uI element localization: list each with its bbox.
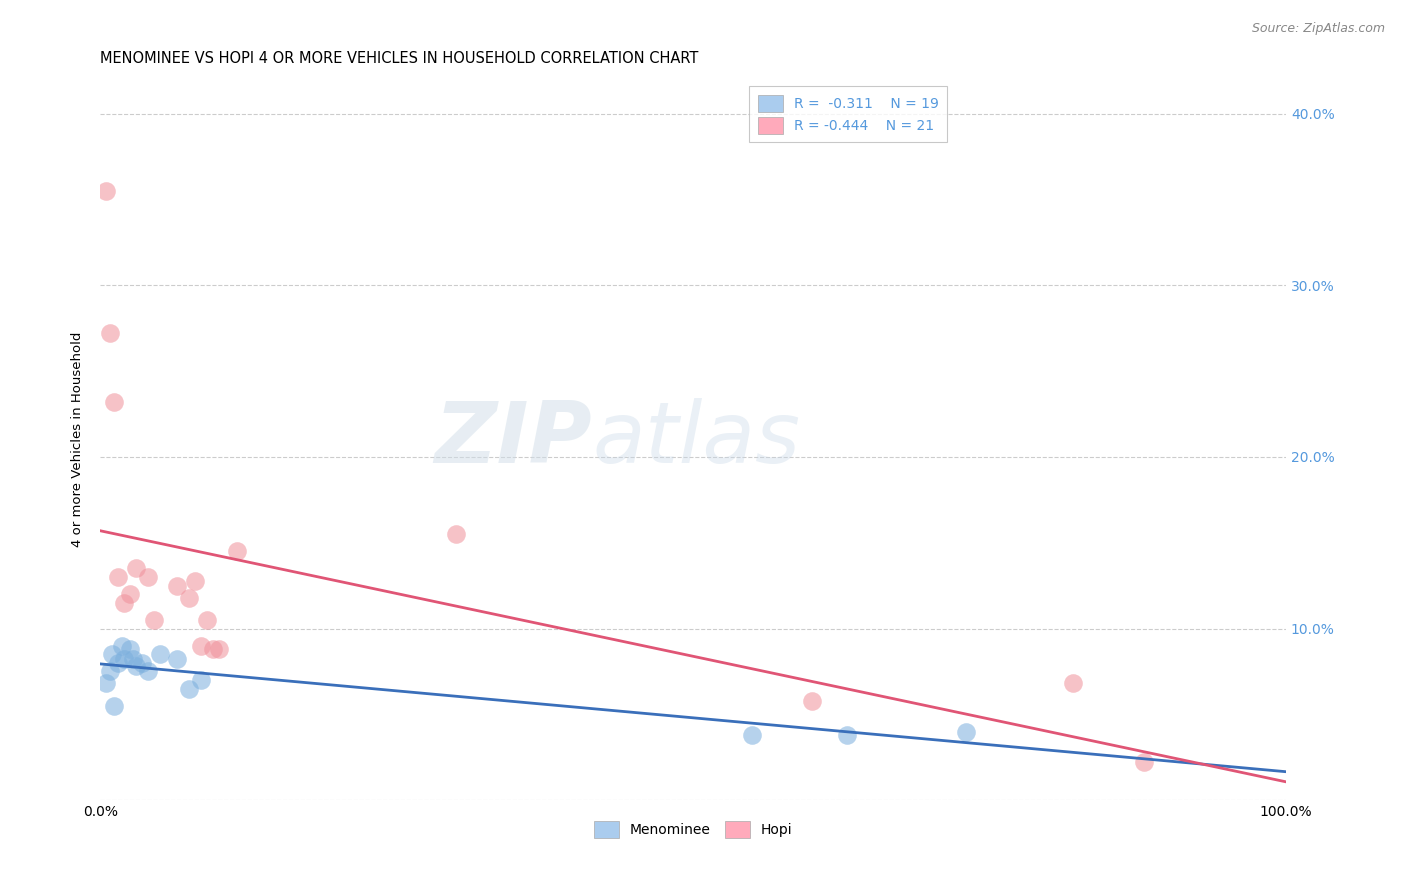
Point: [142, 613, 165, 627]
Point: [98, 665, 121, 679]
Point: [98, 326, 121, 341]
Point: [800, 693, 823, 707]
Point: [184, 574, 207, 588]
Point: [190, 639, 212, 653]
Point: [110, 639, 132, 653]
Point: [955, 724, 977, 739]
Point: [125, 561, 148, 575]
Point: [201, 642, 224, 657]
Point: [118, 642, 141, 657]
Point: [195, 613, 218, 627]
Point: [112, 596, 135, 610]
Point: [190, 673, 212, 687]
Point: [131, 656, 153, 670]
Point: [107, 570, 129, 584]
Point: [444, 527, 467, 541]
Point: [103, 698, 125, 713]
Point: [225, 544, 247, 558]
Point: [136, 665, 159, 679]
Point: [136, 570, 159, 584]
Legend: Menominee, Hopi: Menominee, Hopi: [588, 815, 799, 844]
Point: [837, 728, 859, 742]
Point: [94, 676, 117, 690]
Point: [208, 642, 231, 657]
Point: [148, 648, 170, 662]
Point: [118, 587, 141, 601]
Text: MENOMINEE VS HOPI 4 OR MORE VEHICLES IN HOUSEHOLD CORRELATION CHART: MENOMINEE VS HOPI 4 OR MORE VEHICLES IN …: [100, 51, 699, 66]
Text: ZIP: ZIP: [434, 398, 592, 482]
Point: [1062, 676, 1084, 690]
Y-axis label: 4 or more Vehicles in Household: 4 or more Vehicles in Household: [72, 332, 84, 548]
Point: [166, 579, 188, 593]
Point: [103, 395, 125, 409]
Point: [122, 652, 145, 666]
Point: [125, 659, 148, 673]
Point: [107, 656, 129, 670]
Point: [101, 648, 124, 662]
Text: Source: ZipAtlas.com: Source: ZipAtlas.com: [1251, 22, 1385, 36]
Point: [179, 681, 201, 696]
Point: [741, 728, 763, 742]
Point: [94, 184, 117, 198]
Point: [1132, 756, 1154, 770]
Point: [112, 652, 135, 666]
Text: atlas: atlas: [592, 398, 800, 482]
Point: [166, 652, 188, 666]
Point: [179, 591, 201, 605]
